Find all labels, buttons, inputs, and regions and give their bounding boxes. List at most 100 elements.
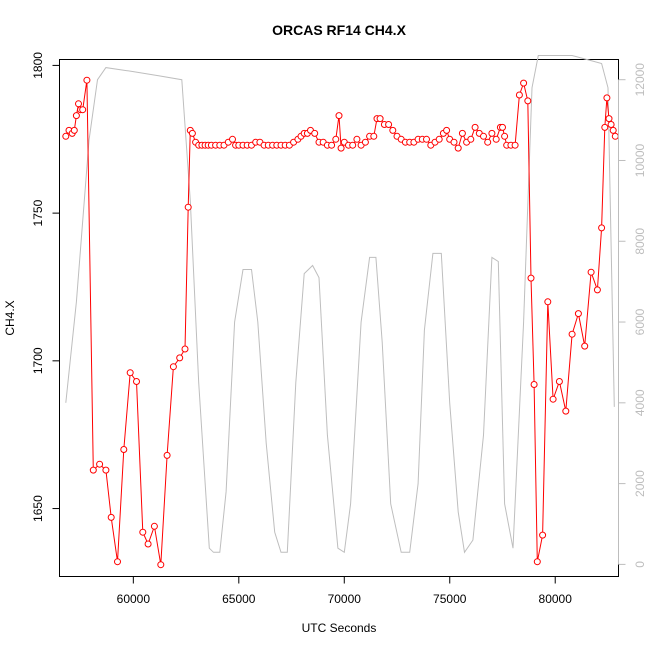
data-point <box>139 528 147 536</box>
data-point <box>454 144 462 152</box>
primary-series-layer <box>62 76 619 569</box>
data-point <box>574 310 582 318</box>
data-point <box>555 378 563 385</box>
x-tick-label: 80000 <box>539 592 573 606</box>
data-point <box>157 561 165 569</box>
y-tick-label: 1650 <box>31 495 45 522</box>
data-point <box>349 141 357 149</box>
data-point <box>150 522 158 530</box>
data-point <box>62 132 70 140</box>
data-point <box>389 126 397 134</box>
x-axis-label: UTC Seconds <box>302 621 377 635</box>
x-tick-label: 65000 <box>222 592 256 606</box>
data-point <box>370 132 378 140</box>
data-point <box>163 451 171 459</box>
data-point <box>376 115 384 123</box>
data-point <box>328 141 336 149</box>
secondary-y-axis: 0 2000 4000 6000 8000 10000 12000 <box>618 63 647 568</box>
data-point <box>311 129 319 137</box>
data-point <box>385 121 393 128</box>
x-tick-label: 70000 <box>328 592 362 606</box>
data-point <box>435 135 443 143</box>
secondary-y-tick-label: 6000 <box>633 308 647 335</box>
data-point <box>471 123 479 131</box>
data-point <box>530 381 538 388</box>
data-point <box>353 135 361 143</box>
data-point <box>539 531 547 539</box>
data-point <box>361 138 369 146</box>
secondary-y-tick-label: 4000 <box>633 389 647 416</box>
data-point <box>609 126 617 134</box>
data-point <box>75 100 82 108</box>
secondary-y-tick-label: 8000 <box>633 228 647 255</box>
data-point <box>332 135 340 143</box>
data-point <box>335 112 343 120</box>
y-tick-label: 1800 <box>31 52 45 79</box>
y-axis: 1650 1700 1750 1800 <box>31 52 60 522</box>
secondary-series-line <box>65 55 615 554</box>
data-point <box>520 79 528 87</box>
data-point <box>587 268 595 276</box>
data-point <box>499 123 506 131</box>
data-point <box>484 138 492 146</box>
data-point <box>102 466 110 474</box>
y-axis-label: CH4.X <box>3 300 17 335</box>
data-point <box>126 369 134 377</box>
data-point <box>605 115 613 123</box>
data-point <box>501 132 509 140</box>
data-point <box>184 203 192 211</box>
data-point <box>89 466 97 474</box>
data-point <box>337 144 345 152</box>
data-point <box>133 378 140 385</box>
data-point <box>83 76 91 84</box>
data-point <box>598 224 606 232</box>
data-point <box>527 274 535 282</box>
data-point <box>607 121 615 128</box>
x-tick-label: 60000 <box>117 592 151 606</box>
data-point <box>603 94 611 102</box>
data-point <box>515 91 523 99</box>
data-point <box>79 106 87 114</box>
data-point <box>107 513 115 521</box>
data-point <box>533 558 541 566</box>
chart-title: ORCAS RF14 CH4.X <box>272 22 406 38</box>
data-point <box>488 129 496 137</box>
secondary-series-layer <box>65 55 615 554</box>
data-point <box>96 460 104 468</box>
data-point <box>114 558 121 566</box>
data-point <box>511 141 519 149</box>
data-point <box>544 298 552 306</box>
data-point <box>458 129 466 137</box>
data-point <box>169 363 177 371</box>
secondary-y-tick-label: 10000 <box>633 143 647 177</box>
secondary-y-tick-label: 12000 <box>633 63 647 97</box>
data-point <box>120 446 128 453</box>
secondary-y-tick-label: 2000 <box>633 470 647 497</box>
data-point <box>467 135 475 143</box>
data-point <box>480 132 487 140</box>
data-point <box>492 135 500 143</box>
secondary-y-tick-label: 0 <box>633 561 647 568</box>
data-point <box>524 97 532 105</box>
data-point <box>443 126 451 134</box>
data-point <box>601 123 609 131</box>
data-point <box>188 129 196 137</box>
x-axis: 60000 65000 70000 75000 80000 <box>117 576 573 606</box>
data-point <box>581 342 589 350</box>
data-point <box>562 407 570 415</box>
y-tick-label: 1700 <box>31 347 45 374</box>
data-point <box>568 330 576 338</box>
data-point <box>593 286 601 294</box>
data-point <box>70 126 78 134</box>
data-point <box>144 540 152 548</box>
plot-frame <box>59 59 619 577</box>
data-point <box>450 138 458 146</box>
data-point <box>72 112 80 120</box>
data-point <box>181 345 189 353</box>
y-tick-label: 1750 <box>31 199 45 226</box>
x-tick-label: 75000 <box>433 592 467 606</box>
data-point <box>423 135 430 143</box>
data-point <box>549 395 557 403</box>
primary-series-line <box>65 80 616 565</box>
